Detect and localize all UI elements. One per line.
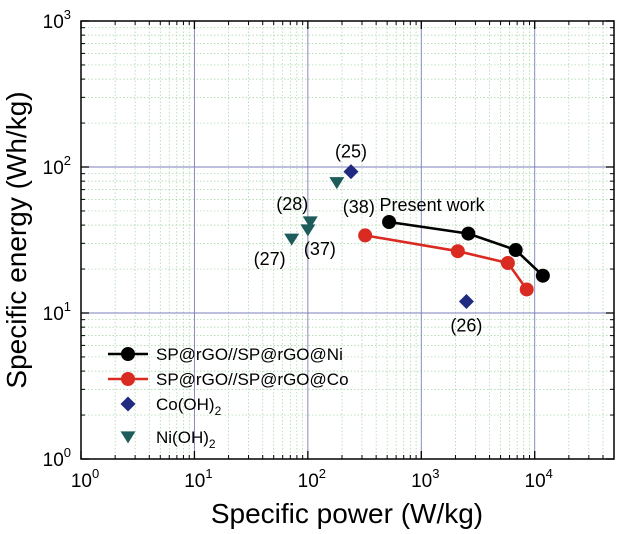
series-2 [343,164,474,309]
tick-label: 102 [298,466,326,492]
series-line [364,234,528,291]
series-line [388,220,544,277]
tick-label: 103 [411,466,439,492]
annotation-label: Present work [380,195,486,215]
legend-item: SP@rGO//SP@rGO@Ni [108,345,343,364]
data-point [461,226,476,241]
data-point [500,256,515,271]
data-point [458,293,474,309]
data-point [450,244,465,259]
major-grid [81,21,614,459]
legend-item: SP@rGO//SP@rGO@Co [108,370,349,389]
plot-background [81,21,614,459]
series-3 [284,177,345,246]
legend-marker [121,347,135,361]
legend-label: Ni(OH)2 [156,428,216,451]
y-axis-title: Specific energy (Wh/kg) [1,91,32,388]
annotation-layer: (25) (38) (28) (37) (27) (26) Present work [254,142,486,336]
tick-label: 100 [71,466,99,492]
data-point [358,228,373,243]
data-point [519,282,534,297]
data-point [508,243,523,258]
annotation-label: (27) [254,249,286,269]
tick-labels: 100 101 102 103 104 100 101 102 103 [43,7,553,492]
minor-grid [81,21,614,459]
series-0 [382,215,550,283]
tick-label: 104 [525,466,553,492]
annotation-label: (37) [304,239,336,259]
data-point [329,177,345,190]
tick-label: 100 [43,445,71,471]
annotation-label: (28) [276,194,308,214]
data-point [343,164,359,180]
legend-label: SP@rGO//SP@rGO@Ni [156,345,343,364]
tick-label: 102 [43,153,71,179]
legend-item: Co(OH)2 [120,395,222,418]
tick-label: 101 [43,299,71,325]
tick-marks [80,20,614,460]
legend-item: Ni(OH)2 [120,428,216,451]
tick-label: 101 [184,466,212,492]
data-point [302,216,318,229]
data-point [535,268,550,283]
data-point [382,215,397,230]
data-point [284,233,300,246]
annotation-label: (25) [335,142,367,162]
legend-marker [120,431,136,444]
annotation-label: (38) [343,197,375,217]
data-point [300,224,316,237]
tick-label: 103 [43,7,71,33]
series-1 [358,228,534,297]
annotation-label: (26) [450,315,482,335]
legend-label: Co(OH)2 [156,395,222,418]
series-layer [284,164,550,309]
legend-label: SP@rGO//SP@rGO@Co [156,370,349,389]
plot-frame [80,20,615,460]
legend-marker [120,396,136,412]
legend-marker [121,372,135,386]
legend: SP@rGO//SP@rGO@Ni SP@rGO//SP@rGO@Co Co(OH)… [108,345,349,451]
x-axis-title: Specific power (W/kg) [211,498,483,529]
